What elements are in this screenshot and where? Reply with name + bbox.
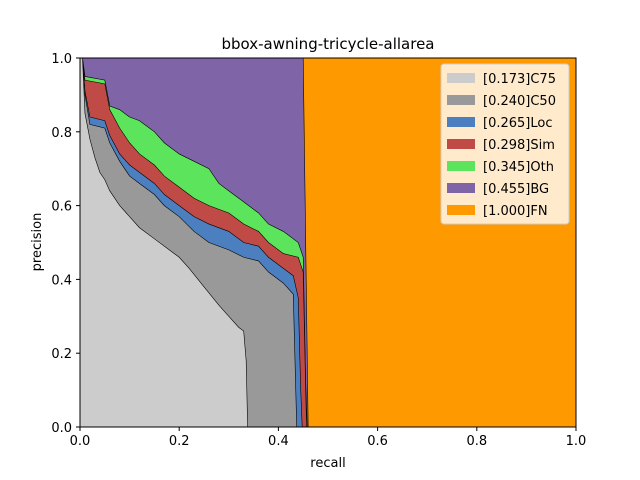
legend-swatch (447, 161, 475, 171)
legend-swatch (447, 205, 475, 215)
plot-frame (79, 57, 577, 428)
y-tick-label: 0.8 (51, 126, 72, 141)
legend-swatch (447, 73, 475, 83)
x-axis: 0.0 0.2 0.4 0.6 0.8 1.0 (70, 427, 587, 449)
legend-swatch (447, 95, 475, 105)
plot-area (79, 57, 577, 428)
y-tick-label: 0.4 (51, 273, 72, 288)
legend-swatch (447, 183, 475, 193)
legend-label: [0.345]Oth (483, 160, 554, 175)
legend-label: [0.173]C75 (483, 72, 556, 87)
legend-swatch (447, 117, 475, 127)
y-tick-label: 0.6 (51, 200, 72, 215)
x-tick-label: 0.6 (367, 434, 388, 449)
x-tick-label: 0.8 (466, 434, 487, 449)
legend-label: [0.455]BG (483, 182, 549, 197)
y-axis: 0.0 0.2 0.4 0.6 0.8 1.0 (51, 52, 80, 436)
area-series-0-173-c75 (79, 57, 248, 428)
x-tick-label: 0.2 (169, 434, 190, 449)
y-tick-label: 0.2 (51, 347, 72, 362)
legend-label: [0.298]Sim (483, 138, 555, 153)
y-tick-label: 0.0 (51, 421, 72, 436)
legend-label: [0.265]Loc (483, 116, 552, 131)
x-tick-label: 0.4 (268, 434, 289, 449)
legend-label: [0.240]C50 (483, 94, 556, 109)
chart-title: bbox-awning-tricycle-allarea (222, 35, 435, 53)
legend-label: [1.000]FN (483, 204, 548, 219)
y-axis-label: precision (30, 213, 45, 272)
legend-swatch (447, 139, 475, 149)
x-axis-label: recall (310, 456, 345, 471)
y-tick-label: 1.0 (51, 52, 72, 67)
legend: [0.173]C75 [0.240]C50 [0.265]Loc [0.298]Sim… (440, 63, 570, 225)
x-tick-label: 1.0 (566, 434, 587, 449)
x-tick-label: 0.0 (70, 434, 91, 449)
